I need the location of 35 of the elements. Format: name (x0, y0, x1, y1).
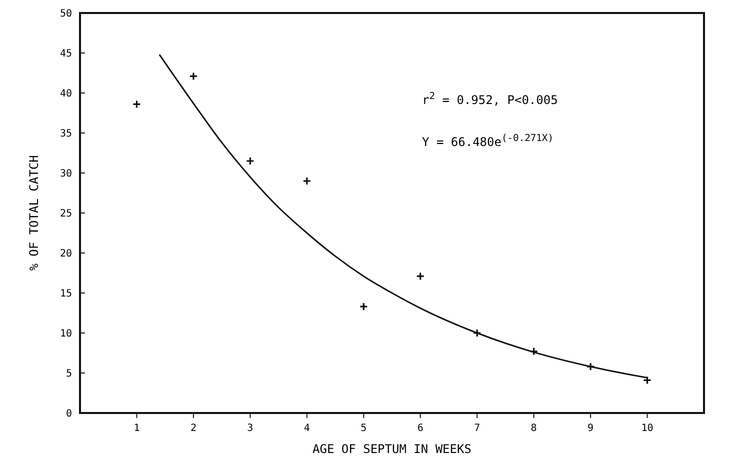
x-tick-label: 9 (588, 423, 594, 434)
x-tick-label: 6 (417, 423, 424, 434)
y-tick-label: 20 (60, 248, 72, 260)
point (302, 176, 312, 186)
y-tick-label: 25 (60, 208, 72, 220)
y-tick-label: 5 (66, 368, 72, 380)
y-tick-label: 15 (60, 288, 72, 300)
x-tick-label: 8 (530, 423, 537, 434)
point (416, 272, 425, 280)
y-tick-label: 50 (60, 8, 72, 20)
x-tick-label: 10 (641, 423, 654, 434)
x-tick-label: 1 (134, 423, 140, 434)
x-tick-label: 2 (190, 423, 196, 434)
y-tick-label: 10 (60, 328, 72, 340)
point (586, 362, 595, 371)
y-tick-label: 30 (60, 168, 72, 180)
annotation: r$^{2}$ = 0.952, P<0.005 (422, 90, 558, 107)
point (246, 156, 254, 166)
y-tick-label: 40 (60, 88, 72, 100)
point (530, 347, 538, 356)
y-tick-label: 45 (60, 48, 72, 60)
x-axis-title: AGE OF SEPTUM IN WEEKS (312, 442, 472, 456)
x-tick-label: 3 (247, 423, 254, 434)
x-tick-label: 4 (304, 423, 310, 434)
x-tick-label: 5 (360, 423, 367, 434)
annotation: Y = 66.480e$^{(-0.271X)}$ (422, 132, 554, 149)
point (132, 100, 142, 108)
point (359, 302, 368, 311)
point (189, 72, 198, 80)
x-tick-label: 7 (474, 423, 480, 434)
y-axis-title: % OF TOTAL CATCH (27, 155, 41, 271)
point (642, 376, 652, 384)
y-tick-label: 35 (60, 128, 72, 140)
y-tick-label: 0 (66, 408, 72, 420)
point (472, 328, 482, 338)
